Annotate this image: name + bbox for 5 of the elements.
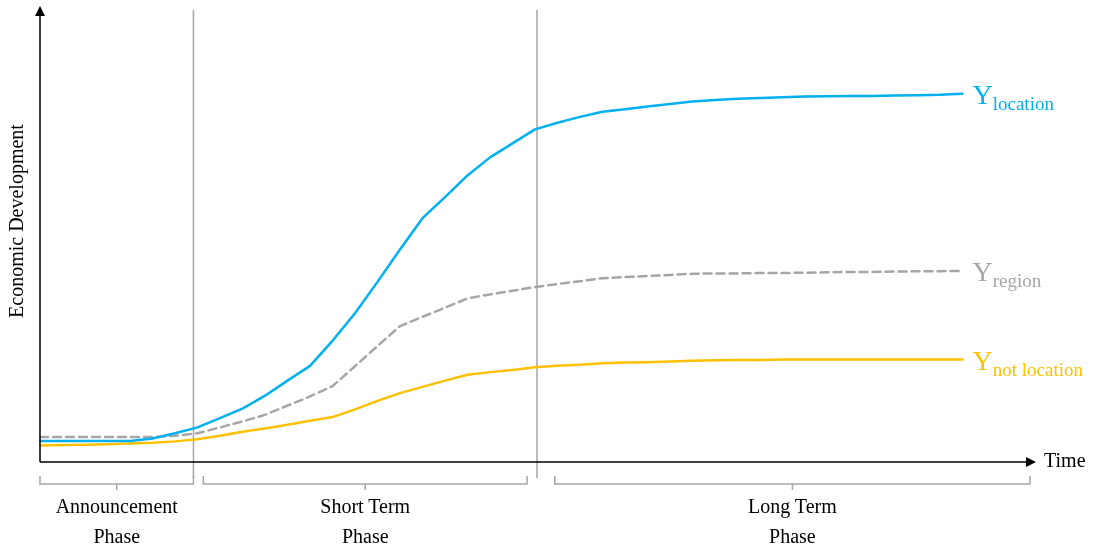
x-axis-title: Time xyxy=(1044,449,1086,472)
text: Long Term Phase xyxy=(748,495,838,548)
text: Announcement Phase xyxy=(55,495,179,548)
y-axis-title: Economic Development xyxy=(5,123,29,318)
text: Short Term Phase xyxy=(320,495,411,548)
